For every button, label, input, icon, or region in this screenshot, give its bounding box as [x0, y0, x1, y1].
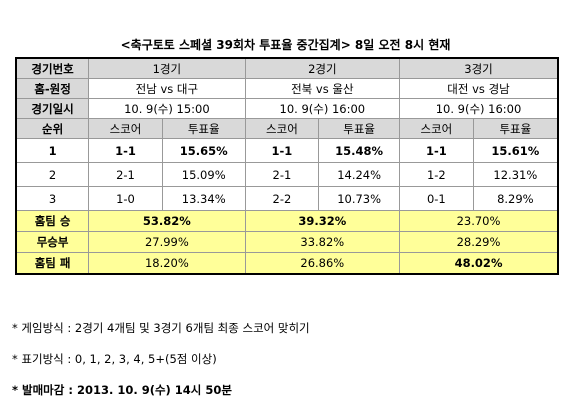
rank-row: 2 2-1 15.09% 2-1 14.24% 1-2 12.31%: [15, 162, 559, 187]
cell: 27.99%: [88, 231, 246, 253]
cell: 3경기: [399, 57, 559, 79]
cell: 23.70%: [399, 210, 559, 232]
cell: 대전 vs 경남: [399, 78, 559, 99]
cell: 15.61%: [472, 138, 559, 163]
title: <축구토토 스페셜 39회차 투표율 중간집계> 8일 오전 8시 현재: [120, 38, 451, 52]
date-row: 경기일시 10. 9(수) 15:00 10. 9(수) 16:00 10. 9…: [15, 98, 559, 119]
cell: 2-1: [244, 162, 320, 187]
cell: 투표율: [161, 118, 246, 139]
cell: 2-1: [88, 162, 163, 187]
rank-row: 3 1-0 13.34% 2-2 10.73% 0-1 8.29%: [15, 186, 559, 211]
cell: 홈팀 패: [15, 252, 90, 275]
cell: 10.73%: [318, 186, 401, 211]
cell: 18.20%: [88, 252, 246, 275]
cell: 전북 vs 울산: [244, 78, 401, 99]
cell: 14.24%: [318, 162, 401, 187]
cell: 15.09%: [161, 162, 246, 187]
note: * 표기방식 : 0, 1, 2, 3, 4, 5+(5점 이상): [12, 352, 217, 366]
cell: 39.32%: [244, 210, 401, 232]
cell: 1-1: [244, 138, 320, 163]
cell: 1-2: [399, 162, 474, 187]
cell: 전남 vs 대구: [88, 78, 246, 99]
cell: 1-0: [88, 186, 163, 211]
sub-header-row: 순위 스코어 투표율 스코어 투표율 스코어 투표율: [15, 118, 559, 139]
cell: 1-1: [88, 138, 163, 163]
cell: 48.02%: [399, 252, 559, 275]
cell: 2경기: [244, 57, 401, 79]
cell: 무승부: [15, 231, 90, 253]
cell: 10. 9(수) 16:00: [399, 98, 559, 119]
cell: 경기일시: [15, 98, 90, 119]
result-row: 홈팀 패 18.20% 26.86% 48.02%: [15, 252, 559, 275]
match-row: 홈-원정 전남 vs 대구 전북 vs 울산 대전 vs 경남: [15, 78, 559, 99]
cell: 투표율: [318, 118, 401, 139]
cell: 홈팀 승: [15, 210, 90, 232]
result-row: 무승부 27.99% 33.82% 28.29%: [15, 231, 559, 253]
cell: 26.86%: [244, 252, 401, 275]
note: * 게임방식 : 2경기 4개팀 및 3경기 6개팀 최종 스코어 맞히기: [12, 321, 310, 335]
result-row: 홈팀 승 53.82% 39.32% 23.70%: [15, 210, 559, 232]
game-row: 경기번호 1경기 2경기 3경기: [15, 57, 559, 79]
cell: 스코어: [399, 118, 474, 139]
cell: 15.65%: [161, 138, 246, 163]
cell: 15.48%: [318, 138, 401, 163]
rank-row: 1 1-1 15.65% 1-1 15.48% 1-1 15.61%: [15, 138, 559, 163]
cell: 홈-원정: [15, 78, 90, 99]
cell: 스코어: [88, 118, 163, 139]
cell: 1: [15, 138, 90, 163]
cell: 28.29%: [399, 231, 559, 253]
cell: 스코어: [244, 118, 320, 139]
cell: 10. 9(수) 15:00: [88, 98, 246, 119]
cell: 1경기: [88, 57, 246, 79]
cell: 경기번호: [15, 57, 90, 79]
cell: 13.34%: [161, 186, 246, 211]
note: * 발매마감 : 2013. 10. 9(수) 14시 50분: [12, 383, 232, 397]
cell: 12.31%: [472, 162, 559, 187]
cell: 3: [15, 186, 90, 211]
vote-table: 경기번호 1경기 2경기 3경기 홈-원정 전남 vs 대구 전북 vs 울산 …: [15, 57, 559, 275]
cell: 2: [15, 162, 90, 187]
cell: 0-1: [399, 186, 474, 211]
cell: 2-2: [244, 186, 320, 211]
cell: 투표율: [472, 118, 559, 139]
cell: 순위: [15, 118, 90, 139]
cell: 1-1: [399, 138, 474, 163]
cell: 8.29%: [472, 186, 559, 211]
cell: 53.82%: [88, 210, 246, 232]
cell: 33.82%: [244, 231, 401, 253]
cell: 10. 9(수) 16:00: [244, 98, 401, 119]
